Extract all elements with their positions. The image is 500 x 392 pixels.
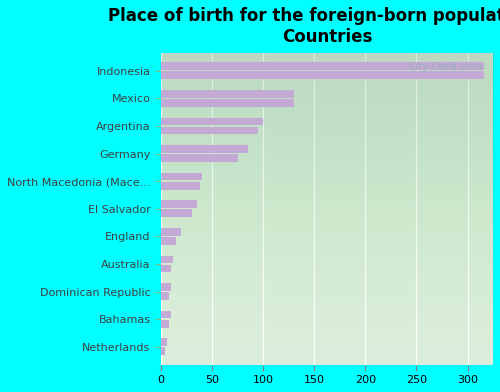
Bar [161, 182, 200, 190]
Bar [161, 292, 169, 300]
Text: City-Data.com: City-Data.com [409, 62, 483, 72]
Bar [161, 209, 192, 217]
Bar [161, 99, 294, 107]
Bar [161, 154, 238, 162]
Bar [161, 237, 176, 245]
Bar [161, 283, 171, 291]
Bar [161, 145, 248, 153]
Bar [161, 118, 263, 125]
Bar [161, 347, 165, 355]
Bar [161, 127, 258, 134]
Bar [161, 71, 484, 79]
Bar [161, 228, 182, 236]
Bar [161, 173, 202, 180]
Bar [161, 265, 171, 272]
Bar [161, 338, 167, 346]
Title: Place of birth for the foreign-born population -
Countries: Place of birth for the foreign-born popu… [108, 7, 500, 46]
Bar [161, 320, 169, 328]
Bar [161, 311, 171, 318]
Bar [161, 90, 294, 98]
Bar [161, 256, 173, 263]
Bar [161, 200, 196, 208]
Bar [161, 62, 484, 70]
